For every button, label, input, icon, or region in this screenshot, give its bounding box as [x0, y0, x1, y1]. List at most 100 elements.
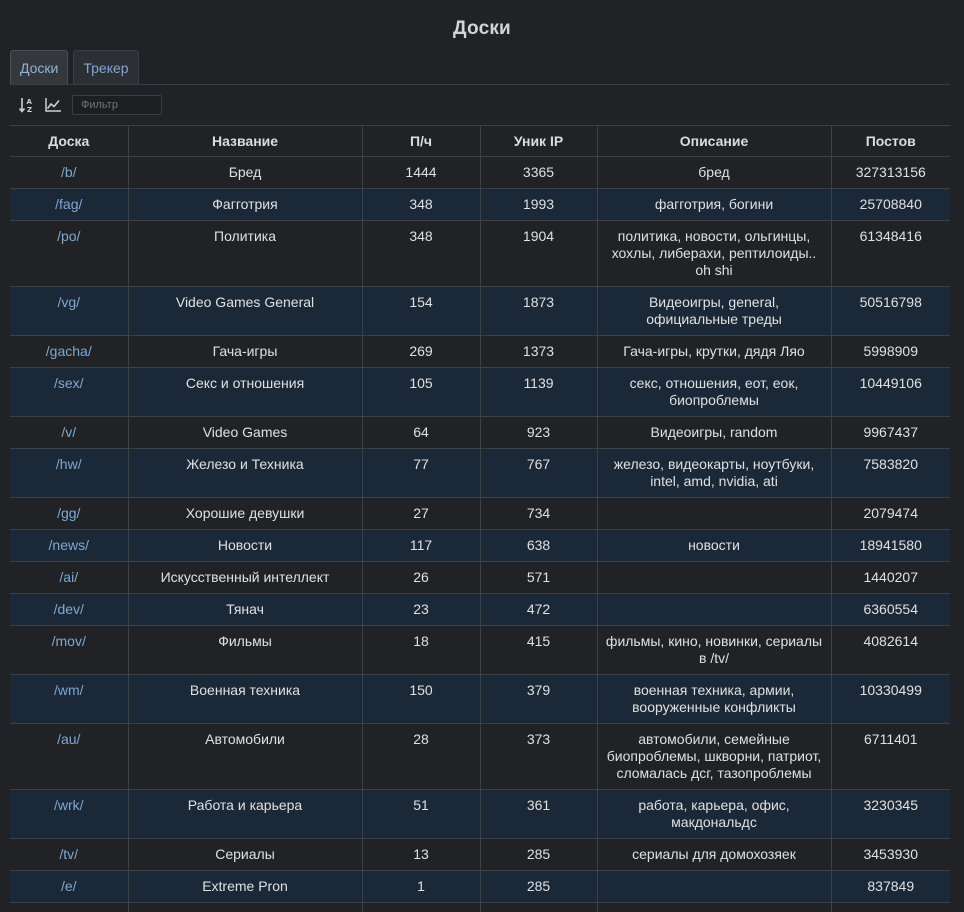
- table-row[interactable]: /tv/Сериалы 13 285 сериалы для домохозяек 34…: [10, 838, 950, 871]
- cell-name: Железо и Техника: [128, 448, 363, 498]
- cell-description: двач, модерация, разбань, забань,: [597, 902, 832, 912]
- cell-pph: 105: [362, 367, 481, 417]
- board-link[interactable]: /fag/: [55, 196, 83, 212]
- cell-name: Фаггот​рия: [128, 188, 363, 221]
- table-row[interactable]: /news/Новости 117 638 новости 18941580: [10, 529, 950, 562]
- cell-name: Бред: [128, 156, 363, 189]
- cell-name: Автомобили: [128, 723, 363, 790]
- cell-unique-ip: 285: [480, 838, 598, 871]
- cell-pph: 51: [362, 789, 481, 839]
- cell-posts: 10449106: [831, 367, 950, 417]
- cell-pph: 348: [362, 188, 481, 221]
- header-description[interactable]: Описание: [597, 125, 832, 157]
- cell-description: военная техника, армии, вооруженные конф…: [597, 674, 832, 724]
- board-link[interactable]: /mov/: [51, 633, 86, 649]
- filter-input[interactable]: [72, 95, 162, 115]
- cell-board: /gg/: [10, 497, 129, 530]
- tab-tracker[interactable]: Трекер: [73, 50, 139, 84]
- cell-unique-ip: 1993: [480, 188, 598, 221]
- cell-description: автомобили, семейные биопроблемы, шкворн…: [597, 723, 832, 790]
- cell-board: /wrk/: [10, 789, 129, 839]
- board-link[interactable]: /gg/: [57, 505, 81, 521]
- cell-name: Политика: [128, 220, 363, 287]
- cell-description: Видеоигры, general, официальные треды: [597, 286, 832, 336]
- cell-posts: 50516798: [831, 286, 950, 336]
- cell-pph: 348: [362, 220, 481, 287]
- cell-posts: 6360554: [831, 593, 950, 626]
- cell-posts: 3453930: [831, 838, 950, 871]
- board-link[interactable]: /dev/: [53, 601, 84, 617]
- cell-unique-ip: 1904: [480, 220, 598, 287]
- table-row[interactable]: /au/Автомобили 28 373 автомобили, семейные …: [10, 723, 950, 790]
- table-row[interactable]: /d/Скла/d/ грязи8271двач, модерация, раз…: [10, 902, 950, 912]
- cell-description: Гача-игры, крутки, дядя Ляо: [597, 335, 832, 368]
- table-row[interactable]: /e/Extreme Pron 1 285 837849: [10, 870, 950, 903]
- board-link[interactable]: /v/: [61, 424, 77, 440]
- table-row[interactable]: /mov/Фильмы 18 415 фильмы, кино, новинки, с…: [10, 625, 950, 675]
- cell-pph: 269: [362, 335, 481, 368]
- table-row[interactable]: /gg/Хорошие девушки 27 734 2079474: [10, 497, 950, 530]
- table-row[interactable]: /b/Бред 1444 3365 бред 327313156: [10, 156, 950, 189]
- header-posts[interactable]: Постов: [831, 125, 950, 157]
- header-pph[interactable]: П/ч: [362, 125, 481, 157]
- table-row[interactable]: /dev/Тянач 23 472 6360554: [10, 593, 950, 626]
- table-body: /b/Бред 1444 3365 бред 327313156/fag/Фаггот​…: [10, 156, 950, 912]
- header-name[interactable]: Название: [128, 125, 363, 157]
- board-link[interactable]: /hw/: [55, 456, 82, 472]
- table-row[interactable]: /sex/Секс и отношения 105 1139 секс, отноше…: [10, 367, 950, 417]
- sort-alpha-icon[interactable]: A Z: [18, 96, 36, 114]
- board-link[interactable]: /e/: [60, 878, 77, 894]
- board-link[interactable]: /tv/: [59, 846, 79, 862]
- board-link[interactable]: /au/: [57, 731, 81, 747]
- cell-board: /fag/: [10, 188, 129, 221]
- board-link[interactable]: /wrk/: [53, 797, 84, 813]
- page-title: Доски: [453, 18, 511, 39]
- cell-description: [597, 497, 832, 530]
- board-link[interactable]: /vg/: [57, 294, 81, 310]
- cell-name: Хорошие девушки: [128, 497, 363, 530]
- cell-pph: 1: [362, 870, 481, 903]
- boards-table: Доска Название П/ч Уник IP Описание Пост…: [10, 125, 950, 912]
- cell-name: Военная техника: [128, 674, 363, 724]
- cell-unique-ip: 1139: [480, 367, 598, 417]
- table-row[interactable]: /gacha/Гача-игры 269 1373 Гача-игры, крутки…: [10, 335, 950, 368]
- cell-pph: 26: [362, 561, 481, 594]
- board-link[interactable]: /news/: [48, 537, 89, 553]
- board-link[interactable]: /sex/: [53, 375, 84, 391]
- cell-posts: 1181768: [831, 902, 950, 912]
- cell-name: Секс и отношения: [128, 367, 363, 417]
- cell-board: /b/: [10, 156, 129, 189]
- table-toolbar: A Z: [18, 94, 162, 116]
- cell-posts: 2079474: [831, 497, 950, 530]
- table-row[interactable]: /ai/Искусственный интеллект 26 571 1440207: [10, 561, 950, 594]
- tab-boards[interactable]: Доски: [10, 50, 69, 84]
- cell-description: бред: [597, 156, 832, 189]
- cell-pph: 28: [362, 723, 481, 790]
- header-board[interactable]: Доска: [10, 125, 129, 157]
- board-link[interactable]: /po/: [57, 228, 81, 244]
- table-row[interactable]: /wrk/Работа и карьера 51 361 работа, карьер…: [10, 789, 950, 839]
- cell-board: /dev/: [10, 593, 129, 626]
- board-link[interactable]: /b/: [60, 164, 77, 180]
- board-link[interactable]: /ai/: [59, 569, 79, 585]
- table-row[interactable]: /po/Политика 348 1904 политика, новости, ол…: [10, 220, 950, 287]
- cell-posts: 837849: [831, 870, 950, 903]
- table-row[interactable]: /vg/Video Games General 154 1873 Видеоигры,…: [10, 286, 950, 336]
- table-row[interactable]: /fag/Фаггот​рия 348 1993 фагготрия, богини 2…: [10, 188, 950, 221]
- table-row[interactable]: /hw/Железо и Техника 77 767 железо, видеока…: [10, 448, 950, 498]
- cell-pph: 77: [362, 448, 481, 498]
- header-unique-ip[interactable]: Уник IP: [480, 125, 598, 157]
- line-chart-icon[interactable]: [44, 96, 62, 114]
- board-link[interactable]: /gacha/: [45, 343, 92, 359]
- cell-pph: 117: [362, 529, 481, 562]
- cell-unique-ip: 1873: [480, 286, 598, 336]
- tab-bar: Доски Трекер: [10, 50, 139, 84]
- table-row[interactable]: /v/Video Games 64 923 Видеоигры, random 9967…: [10, 416, 950, 449]
- cell-unique-ip: 379: [480, 674, 598, 724]
- board-link[interactable]: /d/: [61, 910, 77, 912]
- svg-text:A: A: [27, 98, 33, 106]
- cell-board: /po/: [10, 220, 129, 287]
- table-row[interactable]: /wm/Военная техника 150 379 военная техника…: [10, 674, 950, 724]
- board-link[interactable]: /wm/: [53, 682, 84, 698]
